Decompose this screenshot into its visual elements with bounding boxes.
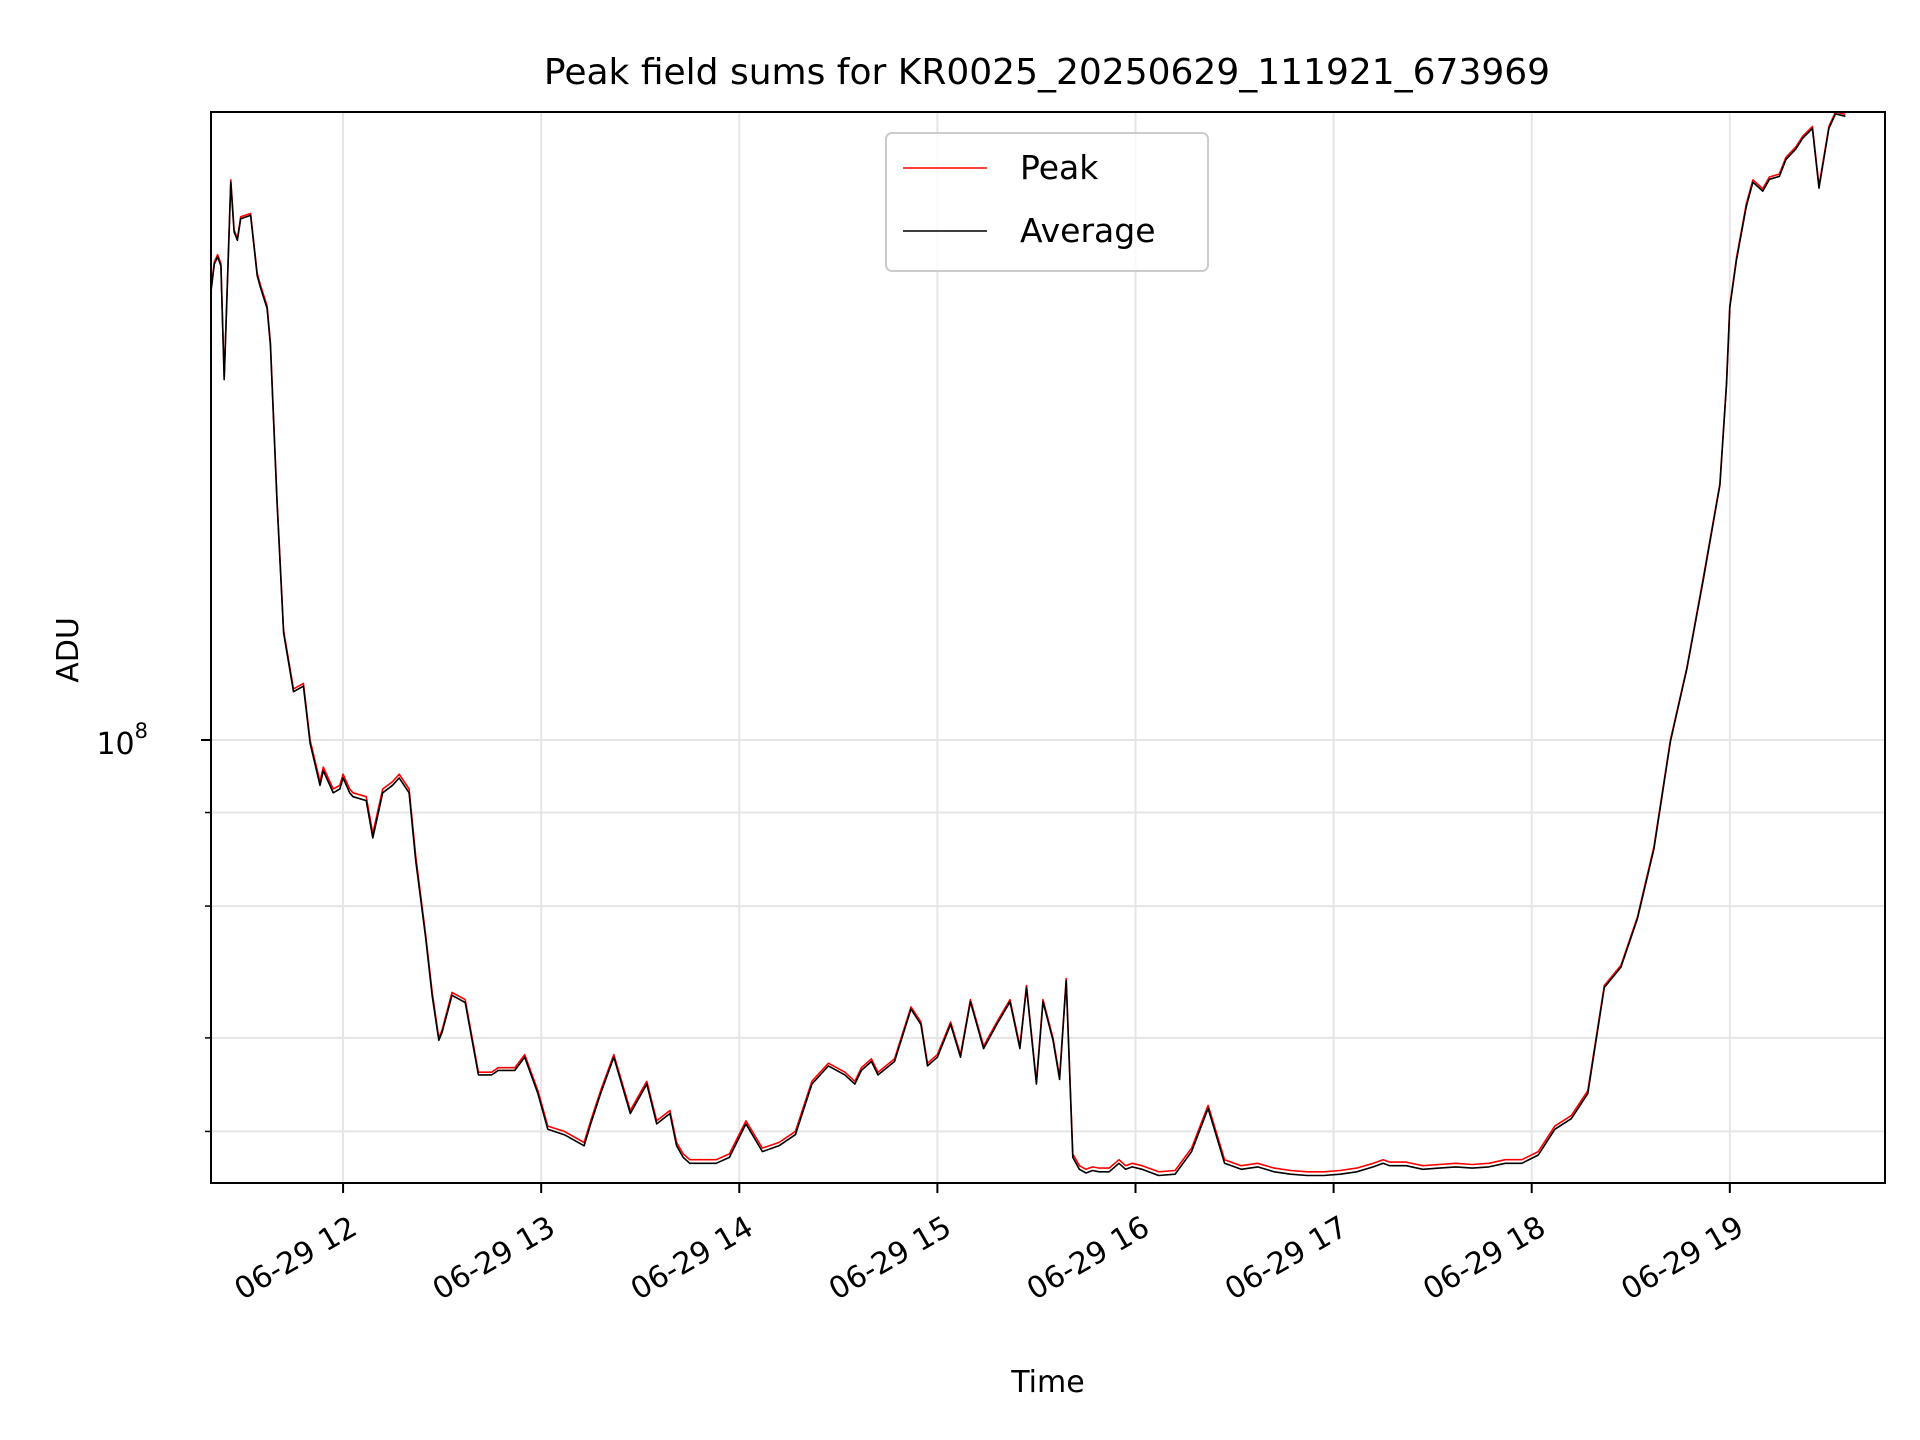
y-tick-exponent: 8 xyxy=(135,719,148,743)
plot-area-frame xyxy=(210,111,1886,1184)
x-axis-label: Time xyxy=(1010,1365,1084,1400)
y-tick-base: 10 xyxy=(96,727,134,762)
series-line-average xyxy=(210,113,1846,1177)
series-line-peak xyxy=(210,111,1846,1173)
chart-title: Peak field sums for KR0025_20250629_1119… xyxy=(544,52,1550,93)
grid-lines xyxy=(211,112,1885,1183)
y-axis: 108 xyxy=(96,719,211,1133)
legend: Peak Average xyxy=(885,132,1209,272)
legend-peak-label: Peak xyxy=(1020,148,1099,187)
y-tick-label: 108 xyxy=(96,719,148,762)
y-axis-label: ADU xyxy=(51,617,86,683)
legend-average-label: Average xyxy=(1020,211,1156,250)
series-layer xyxy=(210,111,1846,1177)
